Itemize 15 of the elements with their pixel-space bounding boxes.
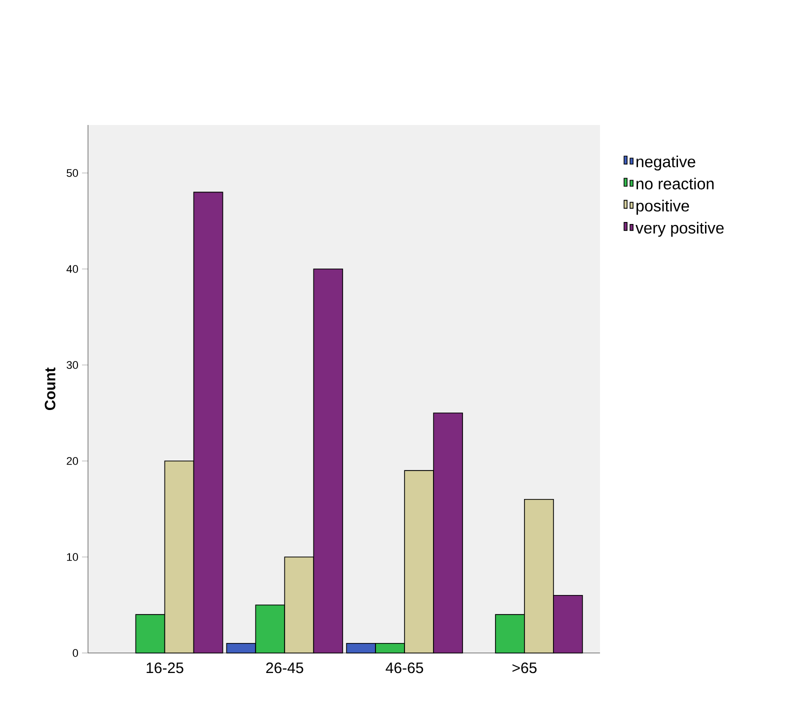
y-tick-label: 10 (67, 553, 78, 561)
legend-label: positive (636, 200, 690, 215)
x-tick-label: 26-45 (266, 662, 304, 674)
legend-label: negative (636, 156, 696, 171)
legend-label: very positive (636, 222, 724, 237)
y-axis-title: Count (44, 368, 56, 410)
y-tick-label: 20 (66, 457, 78, 465)
x-tick-label: >65 (512, 662, 537, 674)
y-tick-label: 50 (66, 169, 78, 177)
x-tick-label: 46-65 (386, 662, 424, 674)
y-tick-label: 30 (66, 361, 78, 369)
x-tick-label: 16-25 (146, 662, 184, 674)
y-tick-label: 40 (66, 265, 78, 273)
y-tick-label: 0 (72, 649, 78, 657)
legend-label: no reaction (636, 178, 714, 190)
